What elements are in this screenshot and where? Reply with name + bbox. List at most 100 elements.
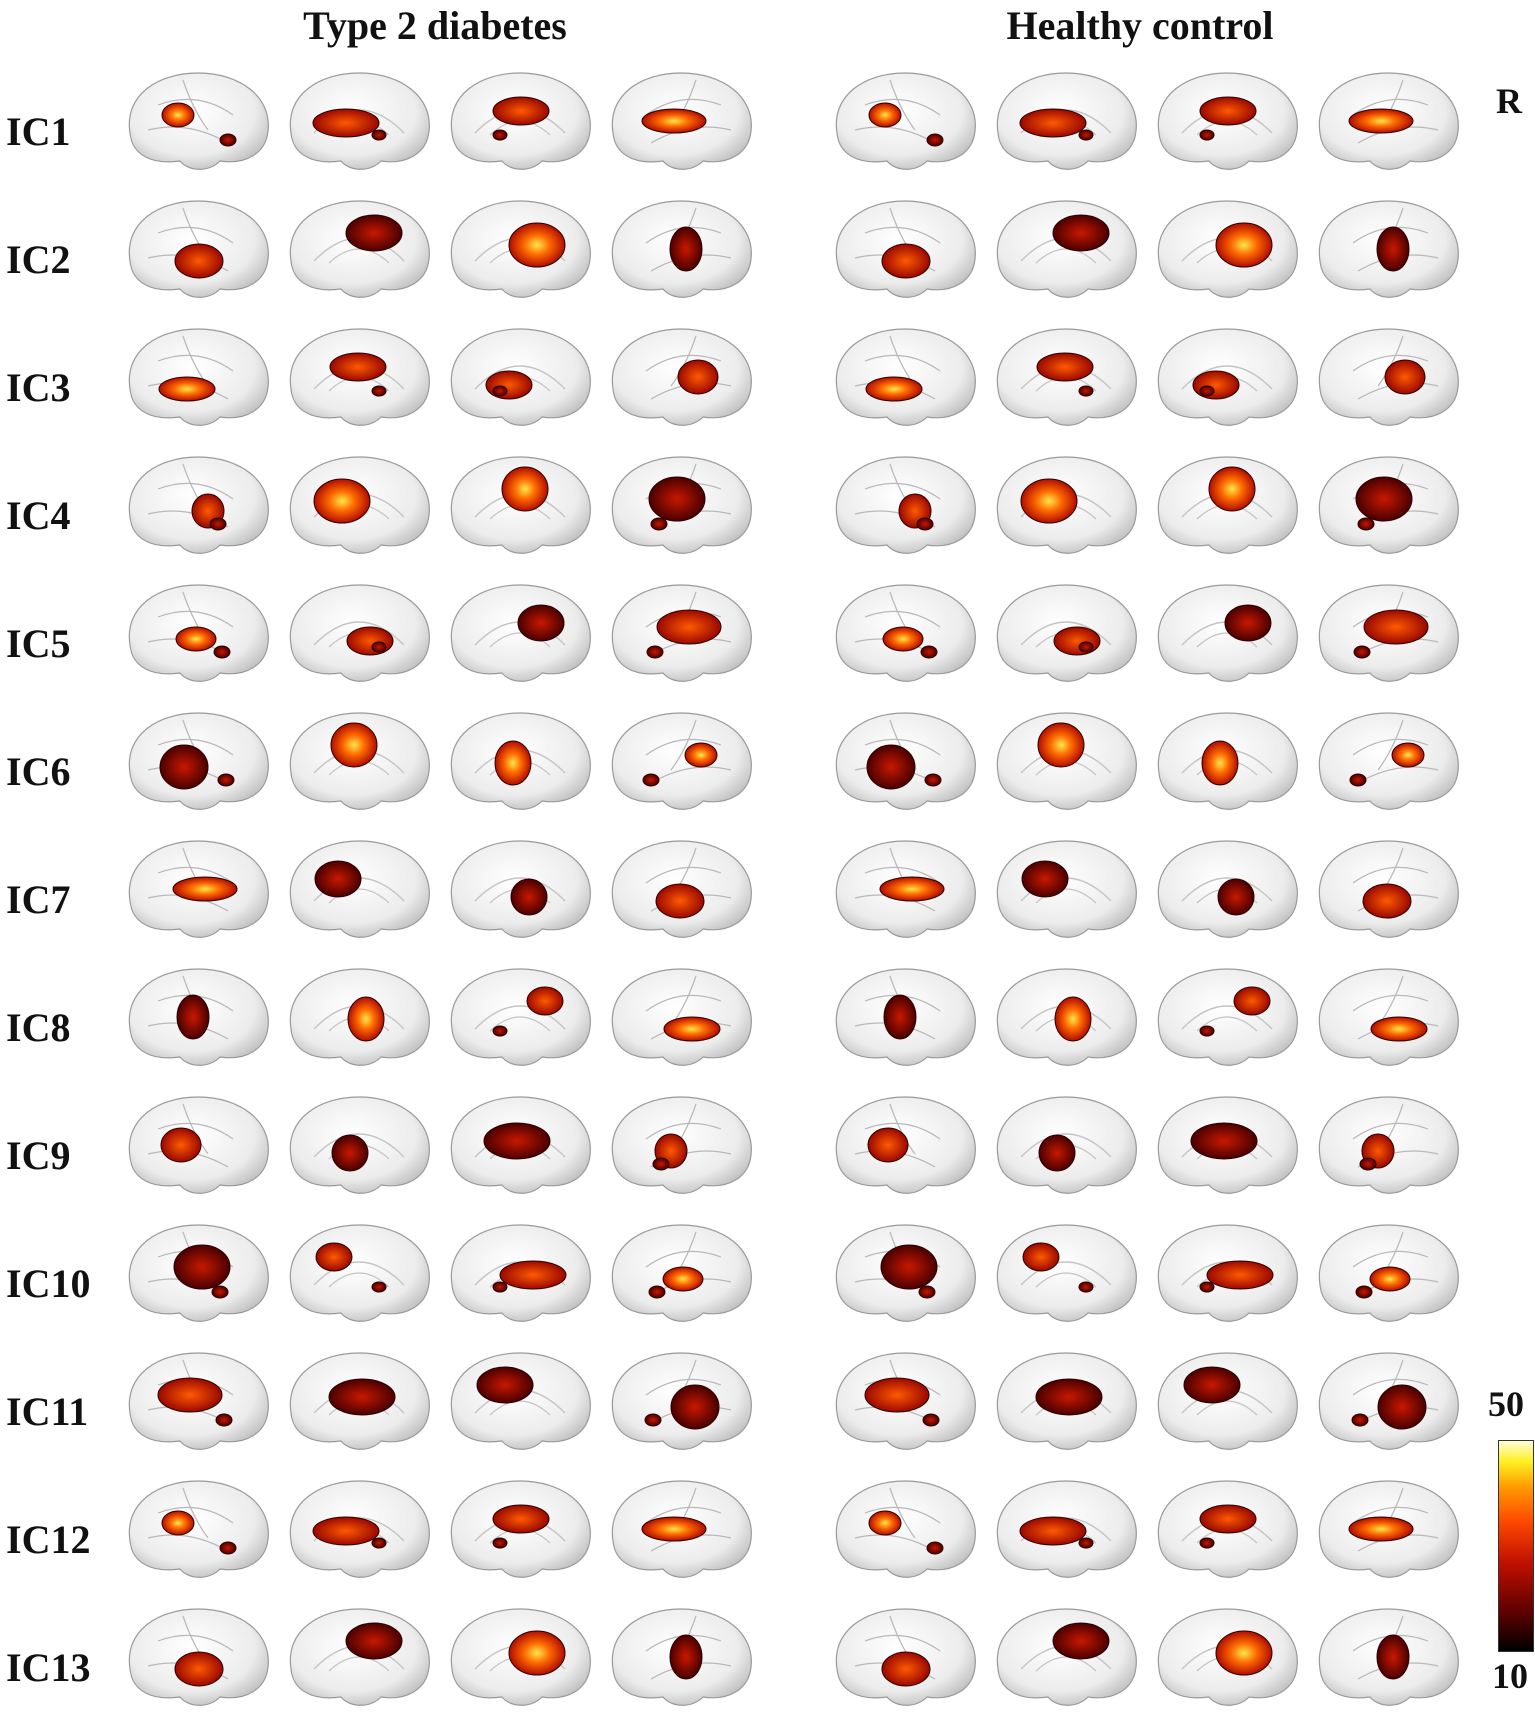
brain-ic10-hc-left-medial [996,1224,1137,1322]
activation-blob [1052,214,1110,252]
brain-ic6-t2d-left-lateral [128,712,269,810]
activation-blob [173,1244,231,1290]
activation-blob [866,744,916,790]
brain-ic9-hc-left-lateral [835,1096,976,1194]
brain-ic3-t2d-left-lateral [128,328,269,426]
activation-blob [670,1384,720,1430]
brain-ic11-hc-left-medial [996,1352,1137,1450]
activation-blob [868,1510,902,1536]
activation-blob [865,376,923,402]
brain-ic4-hc-left-lateral [835,456,976,554]
activation-blob [1215,1630,1273,1676]
activation-blob [1199,1281,1215,1293]
activation-blob [642,773,660,787]
activation-blob [1376,1634,1410,1680]
activation-blob [663,1016,721,1042]
brain-ic13-t2d-right-lateral [611,1608,752,1706]
activation-blob [1192,370,1240,400]
component-label-ic5: IC5 [6,621,71,666]
activation-blob [329,352,387,382]
activation-blob [174,1651,224,1687]
activation-blob [1020,478,1078,524]
activation-blob [1019,1516,1087,1546]
brain-ic10-hc-right-lateral [1318,1224,1459,1322]
activation-blob [345,214,403,252]
brain-ic8-t2d-right-medial [450,968,591,1066]
brain-ic5-t2d-right-lateral [611,584,752,682]
activation-blob [1190,1122,1258,1160]
component-label-ic12: IC12 [6,1517,91,1562]
brain-ic5-t2d-left-lateral [128,584,269,682]
brain-ic12-t2d-right-lateral [611,1480,752,1578]
brain-ic8-hc-right-lateral [1318,968,1459,1066]
group-title-type2-diabetes: Type 2 diabetes [303,3,567,48]
brain-ic1-t2d-right-medial [450,72,591,170]
brain-ic1-hc-right-medial [1157,72,1298,170]
activation-blob [1384,359,1426,395]
activation-blob [501,466,549,512]
activation-blob [328,1378,396,1416]
activation-blob [1391,742,1425,768]
activation-blob [641,108,707,134]
brain-ic3-hc-right-lateral [1318,328,1459,426]
brain-ic5-hc-right-lateral [1318,584,1459,682]
activation-blob [314,860,362,898]
brain-ic6-hc-left-medial [996,712,1137,810]
brain-ic13-hc-right-lateral [1318,1608,1459,1706]
brain-ic10-t2d-right-medial [450,1224,591,1322]
brain-ic6-t2d-right-lateral [611,712,752,810]
activation-blob [677,359,719,395]
activation-blob [1052,1622,1110,1660]
activation-blob [1217,878,1255,916]
activation-blob [880,1244,938,1290]
component-label-ic2: IC2 [6,237,71,282]
activation-blob [219,1541,237,1555]
brain-ic8-hc-right-medial [1157,968,1298,1066]
activation-blob [669,1634,703,1680]
activation-blob [483,1122,551,1160]
brain-ic2-hc-right-lateral [1318,200,1459,298]
activation-blob [918,1285,936,1299]
brain-ic5-hc-left-medial [996,584,1137,682]
brain-ic5-t2d-left-medial [289,584,430,682]
activation-blob [1035,1378,1103,1416]
component-label-ic4: IC4 [6,493,71,538]
activation-blob [1357,517,1375,531]
brain-ic2-t2d-left-lateral [128,200,269,298]
activation-blob [650,517,668,531]
activation-blob [157,1377,223,1413]
activation-blob [684,742,718,768]
activation-blob [1355,476,1413,522]
activation-blob [920,645,938,659]
activation-blob [1369,1266,1411,1292]
activation-blob [1021,860,1069,898]
activation-blob [656,609,722,645]
brain-ic12-hc-right-lateral [1318,1480,1459,1578]
brain-ic8-hc-left-lateral [835,968,976,1066]
brain-ic11-hc-right-medial [1157,1352,1298,1450]
activation-blob [867,1127,909,1163]
brain-ic2-t2d-left-medial [289,200,430,298]
activation-blob [916,517,934,531]
brain-ic7-t2d-left-lateral [128,840,269,938]
brain-ic13-hc-right-medial [1157,1608,1298,1706]
activation-blob [161,1510,195,1536]
brain-ic9-hc-right-lateral [1318,1096,1459,1194]
activation-blob [1224,604,1272,642]
brain-ic9-t2d-right-lateral [611,1096,752,1194]
activation-blob [1036,352,1094,382]
brain-ic3-hc-right-medial [1157,328,1298,426]
brain-ic1-t2d-left-medial [289,72,430,170]
activation-blob [174,243,224,279]
brain-ic11-t2d-right-medial [450,1352,591,1450]
component-label-ic10: IC10 [6,1261,91,1306]
hemisphere-side-label: R [1496,81,1522,121]
brain-ic7-hc-right-medial [1157,840,1298,938]
brain-ic2-t2d-right-medial [450,200,591,298]
brain-ic11-t2d-right-lateral [611,1352,752,1450]
activation-blob [648,1285,666,1299]
activation-blob [1199,1537,1215,1549]
activation-blob [159,744,209,790]
brain-ic4-hc-right-lateral [1318,456,1459,554]
